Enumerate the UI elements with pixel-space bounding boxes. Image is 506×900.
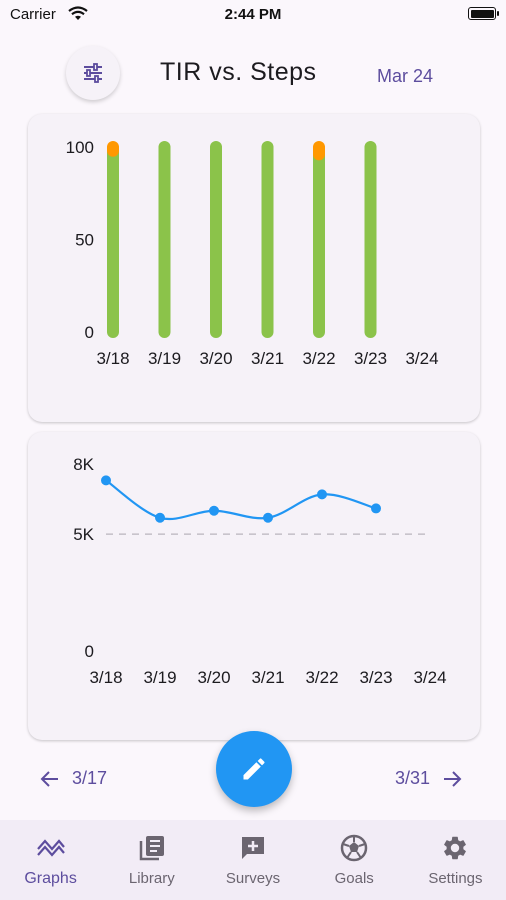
x-tick-label: 3/21 <box>251 349 284 368</box>
x-tick-label: 3/22 <box>302 349 335 368</box>
date-selector[interactable]: Mar 24 <box>377 66 434 86</box>
y-tick-label: 0 <box>85 642 94 661</box>
next-week-label: 3/31 <box>394 768 430 788</box>
steps-line-chart: 0 5K 8K 3/18 3/19 3/20 3/21 3/22 3/23 3/24 <box>73 455 446 687</box>
steps-point <box>155 512 165 523</box>
y-tick-label: 0 <box>85 323 94 342</box>
nav-label-library: Library <box>128 870 175 887</box>
pencil-icon <box>243 758 265 780</box>
x-tick-label: 3/22 <box>305 668 338 687</box>
y-tick-label: 100 <box>66 138 94 157</box>
steps-point <box>317 489 327 500</box>
nav-label-graphs: Graphs <box>24 870 77 887</box>
next-week-button[interactable]: 3/31 <box>395 768 462 789</box>
edit-fab-button[interactable] <box>216 731 292 807</box>
tir-bar-chart: 0 50 100 3/18 3/19 3/20 3/21 3/22 3/23 3/24 <box>66 138 439 368</box>
graph-icon <box>36 832 66 864</box>
x-tick-label: 3/24 <box>413 668 446 687</box>
y-tick-label: 5K <box>73 525 94 544</box>
goals-icon <box>339 832 369 864</box>
filter-button[interactable] <box>66 46 120 100</box>
x-tick-label: 3/18 <box>96 349 129 368</box>
steps-point <box>209 505 219 516</box>
library-icon <box>138 832 166 864</box>
previous-week-label: 3/17 <box>72 768 108 788</box>
battery-icon <box>468 7 499 20</box>
x-tick-label: 3/23 <box>354 349 387 368</box>
page-title: TIR vs. Steps <box>160 58 317 86</box>
nav-label-goals: Goals <box>334 870 374 887</box>
x-tick-label: 3/21 <box>251 668 284 687</box>
nav-item-goals[interactable]: Goals <box>304 820 405 900</box>
tir-chart-card: 0 50 100 3/18 3/19 3/20 3/21 3/22 3/23 3/24 <box>28 114 480 422</box>
nav-label-settings: Settings <box>428 870 483 887</box>
steps-point <box>263 512 273 523</box>
steps-line <box>105 479 377 521</box>
y-tick-label: 8K <box>73 455 94 474</box>
x-tick-label: 3/19 <box>148 349 181 368</box>
status-bar: Carrier 2:44 PM <box>0 0 506 30</box>
x-tick-label: 3/20 <box>197 668 230 687</box>
nav-item-surveys[interactable]: Surveys <box>202 820 303 900</box>
tune-icon <box>84 63 102 83</box>
nav-item-settings[interactable]: Settings <box>405 820 506 900</box>
nav-label-surveys: Surveys <box>225 870 281 887</box>
x-tick-label: 3/18 <box>89 668 122 687</box>
arrow-right-icon <box>444 770 462 787</box>
carrier-label: Carrier <box>10 6 56 23</box>
nav-item-library[interactable]: Library <box>101 820 202 900</box>
previous-week-button[interactable]: 3/17 <box>40 768 107 789</box>
steps-point <box>101 475 111 486</box>
steps-chart-card: 0 5K 8K 3/18 3/19 3/20 3/21 3/22 3/23 3/24 <box>28 432 480 740</box>
x-tick-label: 3/24 <box>405 349 438 368</box>
x-tick-label: 3/19 <box>143 668 176 687</box>
y-tick-label: 50 <box>75 231 94 250</box>
arrow-left-icon <box>40 770 58 787</box>
bottom-navigation: Graphs Library Surveys <box>0 820 506 900</box>
nav-item-graphs[interactable]: Graphs <box>0 820 101 900</box>
x-tick-label: 3/23 <box>359 668 392 687</box>
surveys-icon <box>239 832 267 864</box>
clock: 2:44 PM <box>224 6 282 23</box>
wifi-icon <box>68 6 88 26</box>
settings-icon <box>441 832 469 864</box>
x-tick-label: 3/20 <box>199 349 232 368</box>
steps-point <box>371 503 381 514</box>
